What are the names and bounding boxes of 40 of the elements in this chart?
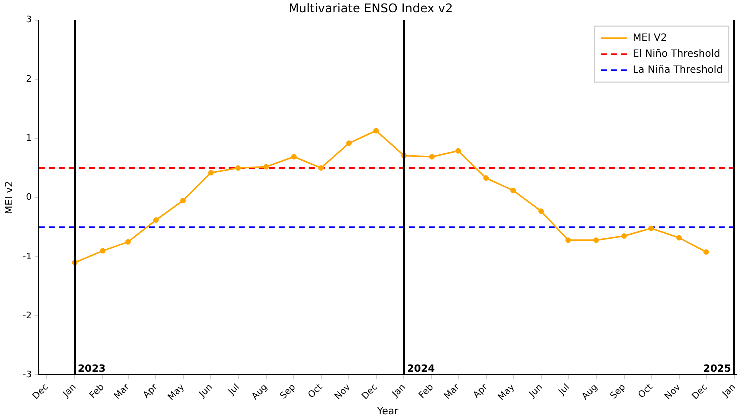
x-tick-label: Mar <box>112 382 132 402</box>
x-tick-label: Oct <box>637 382 656 401</box>
y-tick-label: 2 <box>26 74 32 85</box>
x-tick-label: Jan <box>390 382 408 400</box>
x-tick-label: Sep <box>278 382 298 402</box>
legend-label: La Niña Threshold <box>632 64 724 76</box>
x-tick-label: Feb <box>88 382 107 402</box>
x-tick-label: Dec <box>690 382 710 402</box>
chart-title: Multivariate ENSO Index v2 <box>288 1 454 16</box>
x-tick-label: Oct <box>306 382 326 401</box>
x-tick-label: Jul <box>226 382 242 398</box>
y-tick-label: -3 <box>22 370 32 381</box>
x-tick-label: Apr <box>472 382 490 401</box>
ref-line-label: 2024 <box>407 364 436 375</box>
x-tick-label: Jun <box>197 382 216 400</box>
x-tick-label: Dec <box>31 382 51 402</box>
y-tick-label: 3 <box>26 16 32 26</box>
x-tick-label: Jan <box>61 382 79 400</box>
x-tick-label: Aug <box>250 382 270 402</box>
x-tick-label: Nov <box>664 382 684 402</box>
x-tick-label: Jan <box>720 382 738 400</box>
x-tick-label: Aug <box>580 382 600 402</box>
y-tick-label: 1 <box>26 134 32 144</box>
y-tick-label: -2 <box>22 311 32 322</box>
x-axis-title: Year <box>376 406 400 418</box>
x-tick-label: Jun <box>527 382 546 400</box>
ref-line-label: 2025 <box>704 364 732 375</box>
x-tick-label: Nov <box>334 382 354 402</box>
legend-label: El Niño Threshold <box>632 48 720 60</box>
x-tick-label: Mar <box>443 382 462 402</box>
x-tick-label: Sep <box>609 382 628 402</box>
x-tick-label: Dec <box>360 382 380 402</box>
y-tick-label: -1 <box>22 252 32 262</box>
ref-line-label: 2023 <box>78 364 106 375</box>
x-tick-label: Jul <box>556 382 572 398</box>
x-tick-label: Apr <box>142 382 160 401</box>
legend-label: MEI V2 <box>632 32 668 44</box>
y-axis-title: MEI v2 <box>4 181 16 214</box>
y-tick-label: 0 <box>26 193 32 204</box>
x-tick-label: Feb <box>418 382 436 402</box>
